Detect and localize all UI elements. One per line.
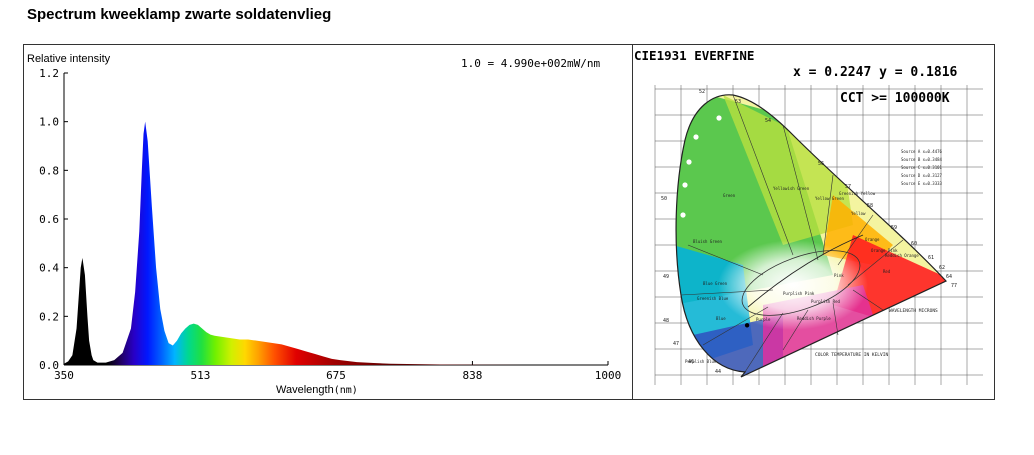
x-tick-label: 675 — [326, 369, 346, 382]
y-tick-label: 0.8 — [39, 164, 59, 177]
wavelength-label-58: 58 — [867, 203, 873, 209]
y-tick-label: 0.2 — [39, 310, 59, 323]
wavelength-label-48: 48 — [663, 318, 669, 324]
source-legend-item: Source A x=0.4476 — [901, 149, 943, 154]
region-label: Purplish Blue — [685, 359, 717, 364]
planckian-locus — [747, 234, 864, 308]
x-tick-label: 350 — [54, 369, 74, 382]
region-label: Reddish Purple — [797, 316, 831, 321]
y-tick-label: 0.0 — [39, 359, 59, 372]
wavelength-label-50: 50 — [661, 196, 667, 202]
region-boundary — [782, 124, 819, 261]
region-label: Orange Pink — [871, 248, 898, 253]
region-label: Greenish Yellow — [839, 191, 876, 196]
sample-point — [693, 134, 699, 140]
region-boundary — [744, 312, 784, 373]
region-label: Bluish Green — [693, 239, 722, 244]
region-boundary — [687, 244, 764, 276]
wavelength-label-44: 44 — [715, 369, 721, 375]
region-label: Blue — [716, 316, 726, 321]
region-label: Purplish Pink — [783, 291, 815, 296]
sample-point — [716, 115, 722, 121]
y-tick-label: 1.0 — [39, 116, 59, 129]
spectrum-curve — [64, 121, 608, 365]
region-boundary — [852, 289, 884, 311]
wavelength-label-64: 64 — [946, 274, 952, 280]
sample-point — [682, 182, 688, 188]
panel-divider — [632, 44, 633, 400]
source-legend-item: Source E x=0.3333 — [901, 181, 943, 186]
x-tick-label: 513 — [190, 369, 210, 382]
region-label: Reddish Orange — [885, 253, 919, 258]
sample-point — [680, 212, 686, 218]
scale-note: 1.0 = 4.990e+002mW/nm — [461, 57, 600, 70]
region-label: Yellow — [851, 211, 866, 216]
region-label: Pink — [834, 273, 844, 278]
wavelength-label-62: 62 — [939, 265, 945, 271]
wavelength-label-57: 57 — [845, 184, 851, 190]
region-label: Purplish Red — [811, 299, 840, 304]
y-tick-label: 0.6 — [39, 213, 59, 226]
chromaticity-point — [744, 323, 750, 328]
wavelength-label-56: 56 — [818, 161, 824, 167]
region-label: Blue Green — [703, 281, 728, 286]
wavelength-label-46: 46 — [688, 359, 694, 365]
wavelength-label-60: 60 — [911, 241, 917, 247]
wavelength-label-53: 53 — [735, 99, 741, 105]
region-boundary — [847, 239, 904, 286]
region-boundary — [837, 214, 874, 266]
wavelength-label-49: 49 — [663, 274, 669, 280]
source-legend-item: Source B x=0.3484 — [901, 157, 943, 162]
chromaticity-coords: x = 0.2247 y = 0.1816 — [793, 65, 958, 80]
footer-label: COLOR TEMPERATURE IN KELVIN — [815, 352, 888, 358]
region-boundary — [832, 302, 839, 336]
wavelength-label-47: 47 — [673, 341, 679, 347]
region-label: Green — [723, 193, 736, 198]
source-legend-item: Source D x=0.3127 — [901, 173, 943, 178]
region-label: Purple — [756, 317, 771, 322]
source-legend-item: Source C x=0.3101 — [901, 165, 943, 170]
region-boundary — [702, 306, 769, 346]
x-tick-label: 838 — [462, 369, 482, 382]
region-boundary — [732, 94, 794, 256]
y-axis-label: Relative intensity — [27, 53, 111, 65]
region-boundary — [822, 174, 834, 256]
y-tick-label: 1.2 — [39, 67, 59, 80]
wavelength-label-52: 52 — [699, 89, 705, 95]
wavelength-label: WAVELENGTH MICRONS — [889, 308, 938, 314]
wavelength-label-77: 77 — [951, 283, 957, 289]
region-label: Greenish Blue — [697, 296, 729, 301]
figure-frame — [23, 44, 995, 400]
region-label: Orange — [865, 237, 880, 242]
cie-title: CIE1931 EVERFINE — [634, 48, 754, 63]
sample-point — [686, 159, 692, 165]
wavelength-label-54: 54 — [765, 118, 771, 124]
region-boundary — [782, 309, 809, 351]
wavelength-label-61: 61 — [928, 255, 934, 261]
spectrum-chart: Relative intensity 1.0 = 4.990e+002mW/nm… — [27, 53, 622, 396]
region-label: Red — [883, 269, 891, 274]
page-title: Spectrum kweeklamp zwarte soldatenvlieg — [27, 6, 332, 23]
region-boundary — [680, 289, 774, 296]
wavelength-label-59: 59 — [891, 225, 897, 231]
x-axis-label: Wavelength(nm) — [276, 384, 358, 396]
region-label: Yellowish Green — [773, 186, 810, 191]
region-label: Yellow Green — [815, 196, 844, 201]
spectral-locus — [675, 94, 948, 378]
cct-label: CCT >= 100000K — [840, 91, 950, 106]
planckian-ellipse — [741, 250, 861, 316]
x-tick-label: 1000 — [595, 369, 622, 382]
y-tick-label: 0.4 — [39, 262, 59, 275]
